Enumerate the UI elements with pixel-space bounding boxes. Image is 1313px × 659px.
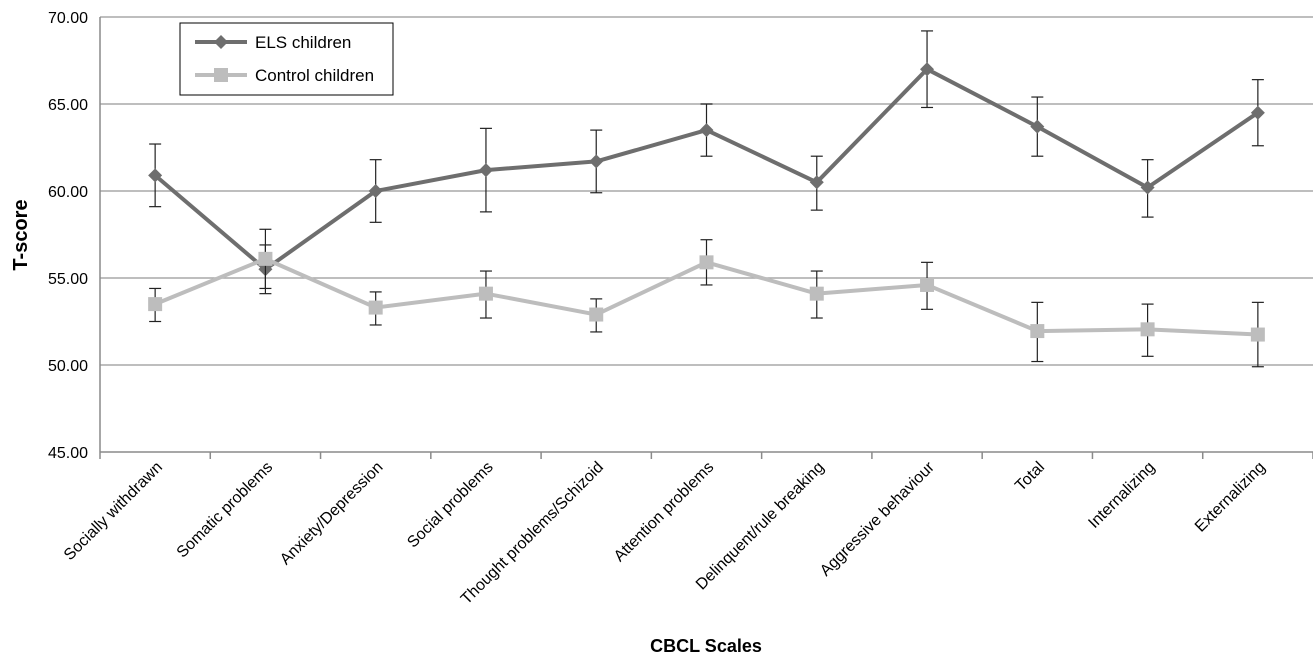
data-point [699,255,714,270]
legend: ELS children Control children [179,22,394,96]
series-layer [148,30,1265,368]
legend-label-control: Control children [255,66,374,85]
x-tick-label: Aggressive behaviour [817,458,938,579]
y-tick-label: 45.00 [48,445,88,462]
legend-label-els: ELS children [255,33,351,52]
data-point [1140,180,1155,195]
legend-marker-control [214,68,228,82]
y-tick-label: 60.00 [48,184,88,201]
data-point [920,277,935,292]
data-point [809,286,824,301]
x-tick-label: Delinquent/rule breaking [693,459,828,594]
x-tick-label: Internalizing [1085,459,1158,532]
data-point [589,154,604,169]
data-point [1140,322,1155,337]
y-tick-label: 65.00 [48,97,88,114]
x-tick-label: Attention problems [611,459,717,565]
data-point [1030,324,1045,339]
data-point [258,251,273,266]
data-point [478,286,493,301]
data-point [809,175,824,190]
x-tick-label: Social problems [404,459,497,552]
legend-marker-els [214,35,228,49]
x-tick-labels: Socially withdrawn Somatic problems Anxiet… [61,458,1269,608]
data-point [1250,327,1265,342]
data-point [368,184,383,198]
gridlines [100,16,1313,366]
y-tick-label: 50.00 [48,358,88,375]
axes [99,17,1313,459]
data-point [148,168,163,183]
data-point [368,300,383,315]
x-tick-label: Socially withdrawn [61,459,166,564]
data-point [920,62,935,77]
x-tick-label: Anxiety/Depression [277,459,386,568]
x-axis-title: CBCL Scales [650,636,762,656]
data-point [1250,105,1265,120]
y-axis-title: T-score [10,199,32,270]
data-point [148,297,163,312]
data-point [478,163,493,178]
y-tick-labels: 45.00 50.00 55.00 60.00 65.00 70.00 [48,10,88,462]
data-point [589,307,604,322]
legend-box [179,22,394,96]
y-tick-label: 70.00 [48,10,88,27]
x-tick-label: Externalizing [1192,459,1269,536]
x-tick-label: Somatic problems [174,459,277,562]
x-tick-label: Total [1012,459,1048,495]
series-control-children [148,228,1265,368]
data-point [1030,119,1045,134]
data-point [699,123,714,138]
y-tick-label: 55.00 [48,271,88,288]
